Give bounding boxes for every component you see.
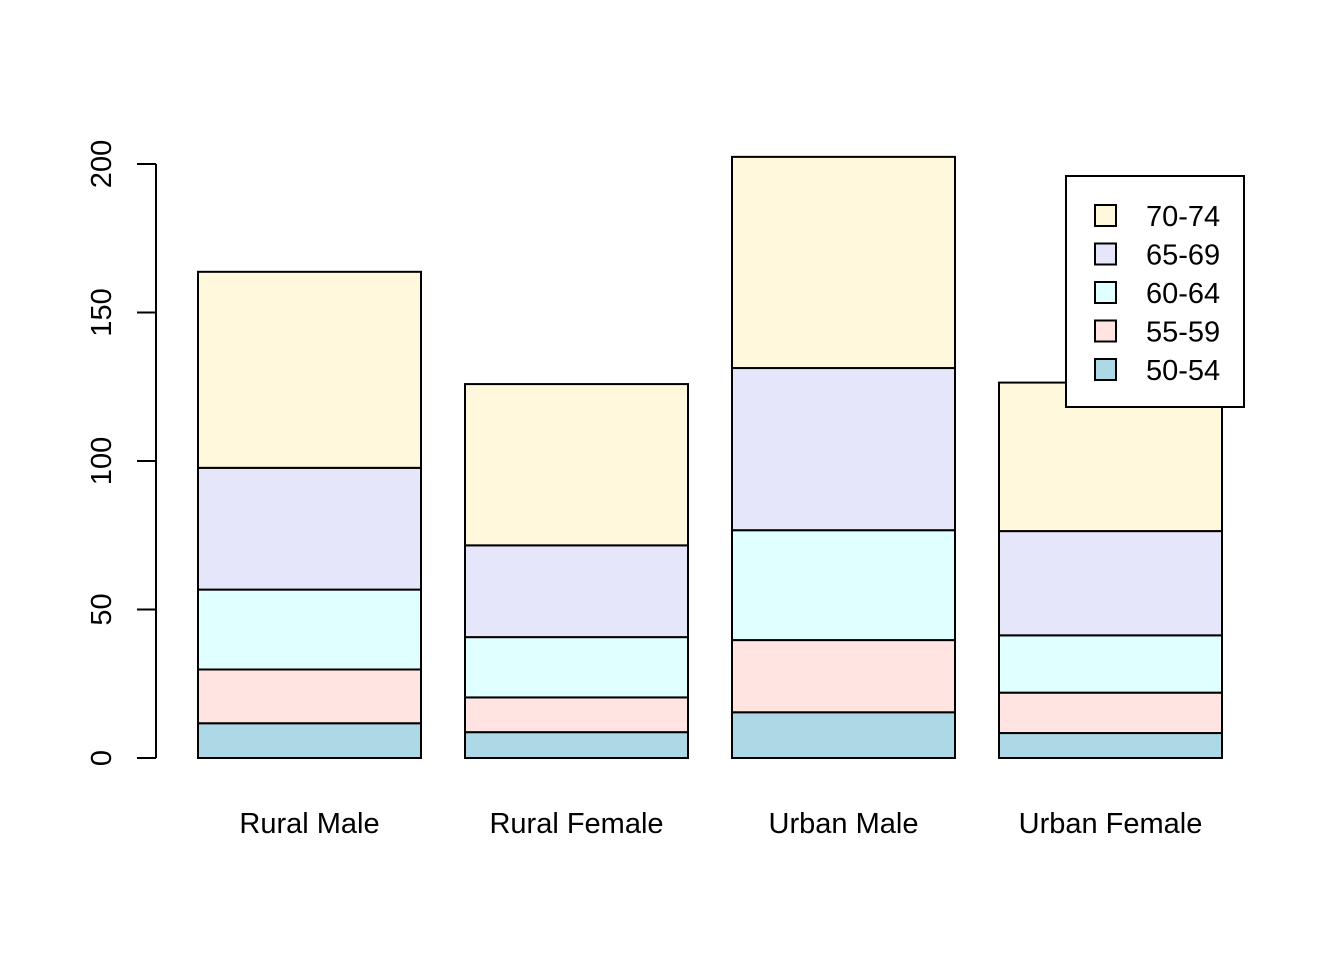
y-tick-label: 50 <box>86 593 118 625</box>
bar-segment-70-74 <box>197 270 422 469</box>
legend-label: 65-69 <box>1146 240 1220 272</box>
bar-segment-55-59 <box>998 691 1223 735</box>
legend-label: 60-64 <box>1146 278 1220 310</box>
y-axis: 0 50 100 150 200 <box>86 140 157 766</box>
bar-segment-55-59 <box>464 696 689 734</box>
x-category-label: Urban Female <box>1019 808 1203 840</box>
bar-segment-50-54 <box>464 731 689 760</box>
bars <box>197 155 1223 760</box>
y-tick-label: 200 <box>86 140 118 188</box>
bar-segment-65-69 <box>197 466 422 591</box>
bar-segment-50-54 <box>998 732 1223 760</box>
bar-segment-70-74 <box>731 155 956 370</box>
legend-swatch <box>1094 319 1117 343</box>
bar-segment-65-69 <box>731 367 956 532</box>
bar-segment-60-64 <box>464 636 689 699</box>
legend-swatch <box>1094 281 1117 304</box>
bar-segment-60-64 <box>731 529 956 642</box>
y-tick-label: 0 <box>86 750 118 766</box>
bar-segment-65-69 <box>464 544 689 639</box>
legend: 70-74 65-69 60-64 55-59 50-54 <box>1065 175 1245 408</box>
bar-segment-50-54 <box>197 722 422 759</box>
x-category-label: Rural Male <box>239 808 379 840</box>
bar-segment-55-59 <box>197 668 422 725</box>
bar-segment-65-69 <box>998 530 1223 637</box>
legend-swatch <box>1094 204 1117 227</box>
bar-segment-55-59 <box>731 639 956 714</box>
bar-segment-60-64 <box>998 634 1223 694</box>
legend-label: 70-74 <box>1146 201 1220 233</box>
legend-label: 55-59 <box>1146 317 1220 349</box>
legend-label: 50-54 <box>1146 355 1220 387</box>
legend-swatch <box>1094 242 1117 266</box>
x-axis-labels: Rural Male Rural Female Urban Male Urban Fe… <box>239 808 1202 840</box>
bar-segment-60-64 <box>197 588 422 671</box>
bar-segment-70-74 <box>464 383 689 547</box>
bar-segment-50-54 <box>731 711 956 760</box>
y-tick-label: 100 <box>86 437 118 485</box>
y-tick-label: 150 <box>86 288 118 336</box>
x-category-label: Urban Male <box>769 808 919 840</box>
legend-swatch <box>1094 358 1117 381</box>
x-category-label: Rural Female <box>489 808 663 840</box>
